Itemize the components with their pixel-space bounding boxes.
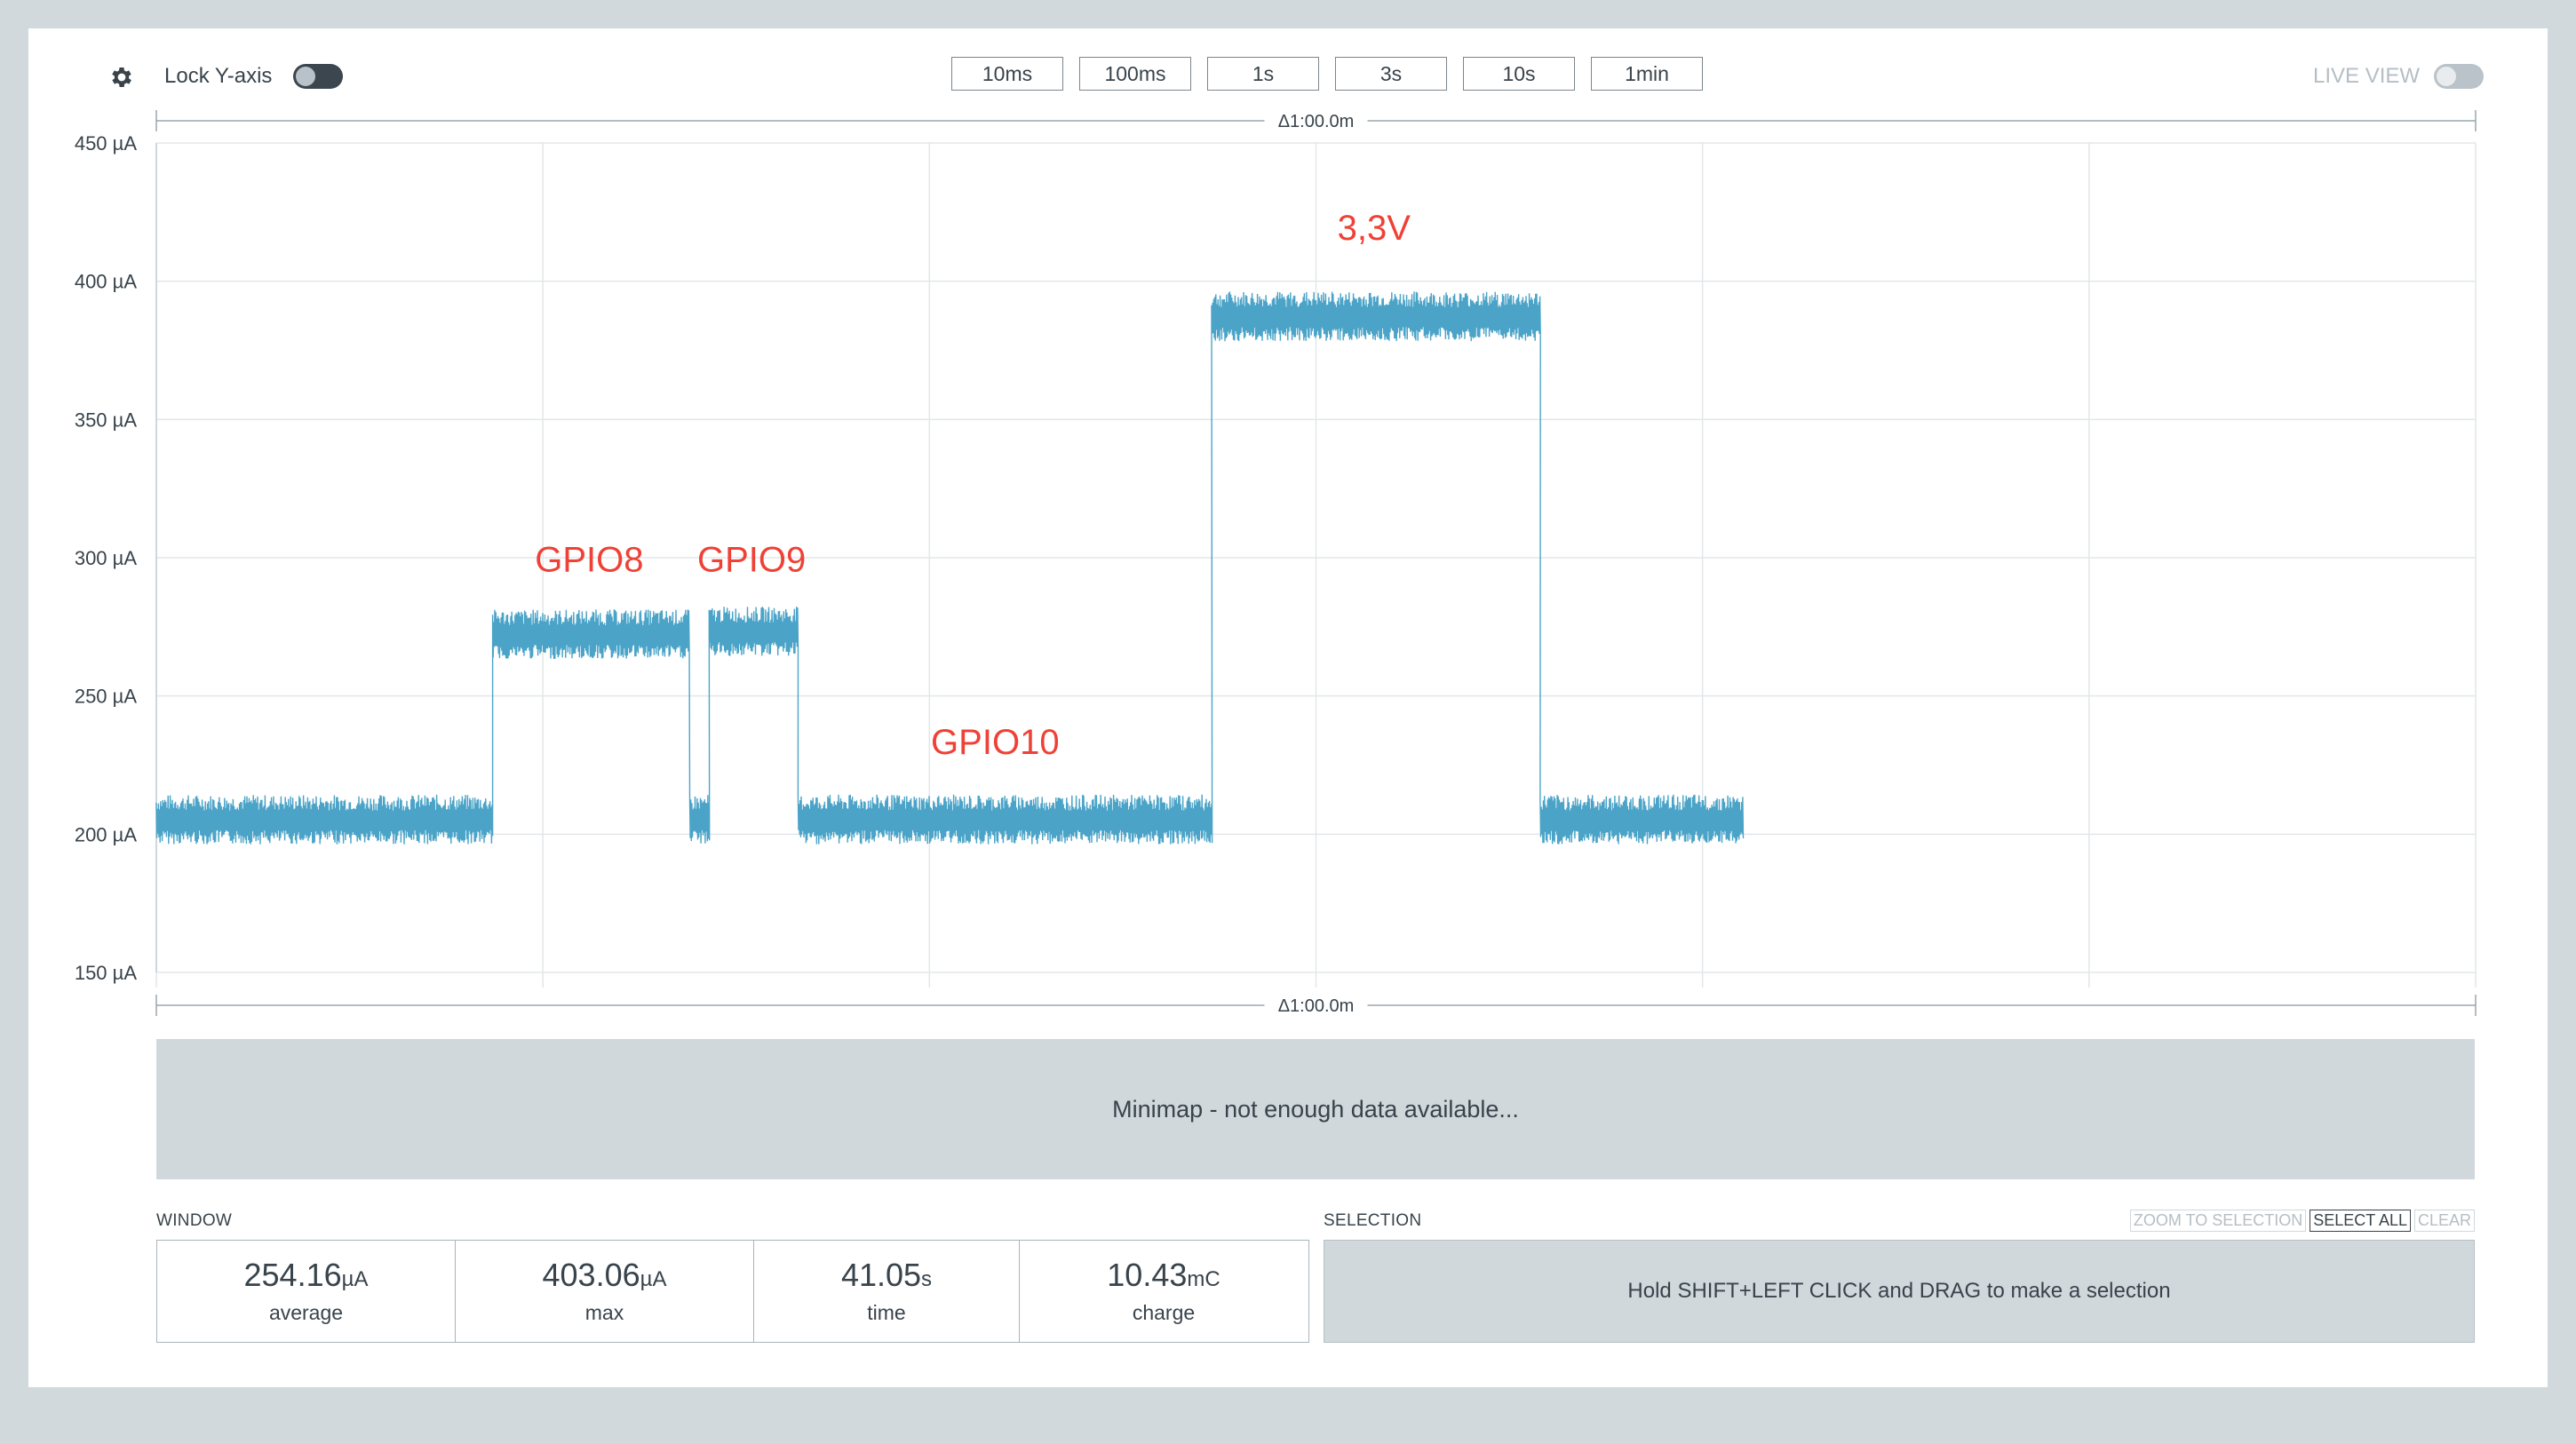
chart-grid (155, 142, 2477, 988)
y-tick-label: 450 µA (75, 132, 137, 155)
clear-button[interactable]: CLEAR (2413, 1210, 2475, 1232)
delta-label: Δ1:00.0m (1278, 996, 1355, 1016)
annotation-label: GPIO8 (535, 541, 643, 580)
chart-annotations: GPIO8 GPIO9 GPIO10 3,3V (535, 209, 1411, 762)
stat-caption: max (584, 1301, 624, 1324)
selection-box[interactable]: Hold SHIFT+LEFT CLICK and DRAG to make a… (1324, 1240, 2475, 1343)
delta-bars: Δ1:00.0m Δ1:00.0m (155, 108, 2477, 1018)
selection-hint: Hold SHIFT+LEFT CLICK and DRAG to make a… (1627, 1279, 2171, 1303)
delta-label-bg (1264, 993, 1368, 1018)
current-trace (155, 291, 1745, 845)
stat-unit: s (921, 1267, 933, 1291)
window-button-10ms[interactable]: 10ms (951, 57, 1063, 91)
annotation-label: GPIO10 (931, 723, 1060, 762)
minimap-message: Minimap - not enough data available... (1112, 1096, 1519, 1123)
stat-value: 41.05 (840, 1257, 922, 1293)
y-tick-label: 150 µA (75, 962, 137, 984)
live-view-toggle[interactable] (2434, 64, 2484, 89)
stat-value: 403.06 (542, 1257, 640, 1293)
y-tick-label: 250 µA (75, 686, 137, 708)
window-button-100ms[interactable]: 100ms (1079, 57, 1191, 91)
stat-average: 254.16µA average (157, 1241, 456, 1342)
stat-caption: charge (1132, 1301, 1196, 1324)
y-tick-label: 300 µA (75, 547, 137, 569)
stat-unit: µA (341, 1267, 369, 1291)
stat-time: 41.05s time (754, 1241, 1020, 1342)
window-stats: 254.16µA average 403.06µA max 41.05s time 10.4… (156, 1240, 1309, 1343)
y-tick-label: 400 µA (75, 271, 137, 293)
y-tick-label: 200 µA (75, 823, 137, 845)
stat-value: 10.43 (1107, 1257, 1188, 1293)
lock-y-axis-toggle[interactable] (293, 64, 343, 89)
selection-buttons: ZOOM TO SELECTION SELECT ALL CLEAR (2129, 1210, 2475, 1232)
minimap[interactable]: Minimap - not enough data available... (156, 1039, 2475, 1179)
current-chart[interactable]: 450 µA 400 µA 350 µA 300 µA 250 µA 200 µA 150 … (28, 28, 2548, 1094)
stat-caption: time (867, 1301, 906, 1324)
y-tick-label: 350 µA (75, 409, 137, 431)
toggle-knob (2437, 67, 2456, 86)
stat-unit: µA (640, 1267, 667, 1291)
stat-unit: mC (1187, 1267, 1220, 1291)
stat-value: 254.16 (243, 1257, 342, 1293)
y-axis-ticks: 450 µA 400 µA 350 µA 300 µA 250 µA 200 µA 150 … (75, 132, 137, 984)
zoom-to-selection-button[interactable]: ZOOM TO SELECTION (2129, 1210, 2307, 1232)
window-button-3s[interactable]: 3s (1335, 57, 1447, 91)
ppk-panel: Lock Y-axis 10ms 100ms 1s 3s 10s 1min LIVE VI… (28, 28, 2548, 1387)
stat-charge: 10.43mC charge (1020, 1241, 1308, 1342)
window-section-label: WINDOW (156, 1211, 233, 1230)
toggle-knob (296, 67, 315, 86)
window-button-10s[interactable]: 10s (1463, 57, 1575, 91)
live-view-label: LIVE VIEW (2313, 64, 2421, 88)
annotation-label: 3,3V (1338, 209, 1411, 248)
lock-y-axis-label: Lock Y-axis (164, 64, 273, 88)
selection-section-label: SELECTION (1324, 1211, 1422, 1230)
annotation-label: GPIO9 (697, 541, 806, 580)
stat-max: 403.06µA max (456, 1241, 754, 1342)
window-button-1s[interactable]: 1s (1207, 57, 1319, 91)
select-all-button[interactable]: SELECT ALL (2310, 1210, 2411, 1232)
gear-icon[interactable] (108, 64, 135, 91)
delta-label: Δ1:00.0m (1278, 112, 1355, 131)
delta-label-bg (1264, 108, 1368, 133)
window-button-1min[interactable]: 1min (1591, 57, 1703, 91)
stat-caption: average (268, 1301, 344, 1324)
